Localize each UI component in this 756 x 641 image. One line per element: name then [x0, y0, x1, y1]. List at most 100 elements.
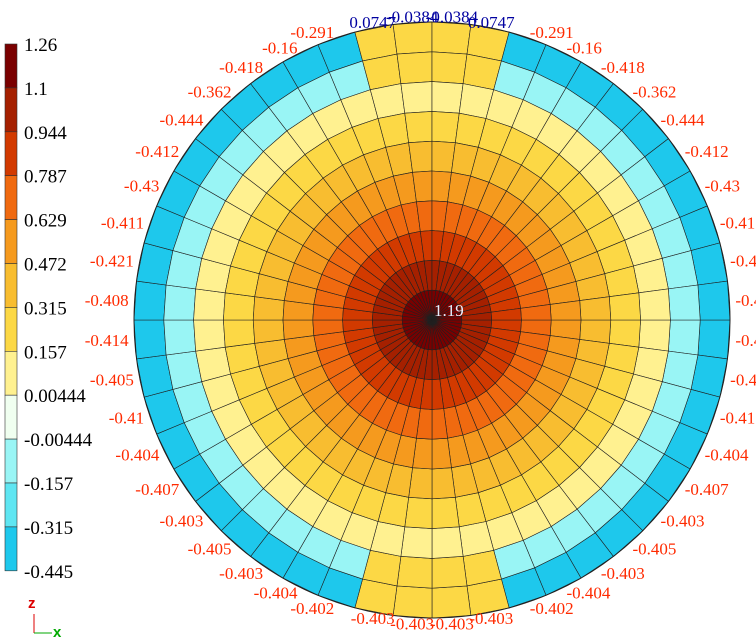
boundary-value-label: -0.407 [135, 480, 179, 499]
legend-swatch [4, 350, 18, 396]
boundary-value-label: -0.405 [188, 540, 232, 559]
center-value-label: 1.19 [434, 301, 464, 320]
mesh-element [193, 288, 226, 321]
mesh-element [252, 319, 285, 344]
boundary-value-label: -0.408 [735, 291, 756, 310]
boundary-value-label: -0.411 [720, 213, 756, 232]
mesh-element [697, 319, 731, 360]
mesh-element [579, 296, 612, 321]
boundary-value-label: -0.414 [735, 331, 756, 350]
boundary-value-label: -0.412 [135, 142, 179, 161]
legend-label: 0.157 [24, 342, 67, 363]
boundary-value-label: -0.403 [430, 614, 474, 633]
legend-swatch [4, 482, 18, 528]
mesh-element [697, 280, 731, 321]
legend-label: 1.26 [24, 35, 57, 56]
boundary-value-label: -0.402 [530, 599, 574, 618]
mesh-element [408, 140, 433, 173]
boundary-value-label: -0.16 [262, 38, 297, 57]
mesh-element [404, 496, 433, 529]
mesh-element [400, 81, 433, 114]
boundary-value-label: -0.403 [661, 511, 705, 530]
boundary-value-label: -0.291 [530, 23, 574, 42]
mesh-element [638, 288, 671, 321]
legend-swatch [4, 526, 18, 572]
boundary-value-label: -0.0384 [426, 8, 479, 27]
legend-label: 0.00444 [24, 386, 86, 407]
boundary-value-label: -0.362 [632, 82, 676, 101]
boundary-value-label: -0.403 [351, 609, 395, 628]
contour-disk [133, 21, 731, 619]
boundary-value-label: -0.405 [730, 370, 756, 389]
boundary-value-label: -0.404 [566, 584, 610, 603]
mesh-element [223, 292, 256, 321]
mesh-element [396, 556, 433, 589]
boundary-value-label: -0.444 [160, 111, 204, 130]
mesh-element [431, 496, 460, 529]
boundary-value-label: -0.408 [85, 291, 129, 310]
mesh-element [163, 319, 196, 356]
legend-label: 0.944 [24, 123, 67, 144]
x-axis-label: x [53, 624, 62, 641]
boundary-value-label: -0.403 [160, 511, 204, 530]
mesh-element [431, 467, 456, 500]
boundary-value-label: -0.444 [661, 111, 705, 130]
legend-swatch [4, 438, 18, 484]
boundary-value-label: 0.0747 [349, 13, 396, 32]
mesh-element [163, 284, 196, 321]
legend-label: 0.629 [24, 211, 67, 232]
boundary-value-label: -0.418 [601, 58, 645, 77]
boundary-value-label: -0.403 [390, 614, 434, 633]
boundary-value-label: -0.43 [124, 177, 159, 196]
mesh-element [431, 21, 472, 55]
mesh-element [431, 81, 464, 114]
mesh-element [431, 315, 463, 321]
boundary-value-label: -0.411 [101, 213, 144, 232]
boundary-value-label: -0.404 [705, 445, 749, 464]
mesh-element [638, 319, 671, 352]
mesh-element [608, 319, 641, 348]
mesh-element [668, 319, 701, 356]
mesh-element [431, 585, 472, 619]
boundary-value-label: -0.405 [90, 370, 134, 389]
legend-swatch [4, 394, 18, 440]
z-axis-label: z [28, 595, 36, 612]
mesh-element [392, 21, 433, 55]
mesh-element [223, 319, 256, 348]
boundary-value-label: -0.403 [469, 609, 513, 628]
mesh-element [404, 111, 433, 144]
boundary-value-label: -0.421 [730, 252, 756, 271]
boundary-value-label: -0.421 [90, 252, 134, 271]
mesh-element [400, 526, 433, 559]
mesh-element [133, 319, 167, 360]
legend-swatch [4, 87, 18, 133]
legend-label: -0.157 [24, 474, 73, 495]
boundary-value-label: -0.41 [720, 409, 755, 428]
legend-swatch [4, 307, 18, 352]
disk-boundary [133, 21, 731, 619]
legend-swatch [4, 131, 18, 177]
boundary-value-label: -0.403 [219, 564, 263, 583]
mesh-element [608, 292, 641, 321]
legend-label: -0.315 [24, 518, 73, 539]
boundary-value-label: -0.403 [601, 564, 645, 583]
mesh-element [193, 319, 226, 352]
legend-label: -0.445 [24, 562, 73, 583]
legend-swatch [4, 175, 18, 220]
boundary-value-label: -0.412 [685, 142, 729, 161]
legend-label: 0.315 [24, 298, 67, 319]
boundary-value-label: -0.16 [566, 38, 601, 57]
boundary-value-label: -0.414 [85, 331, 129, 350]
boundary-value-label: -0.362 [188, 82, 232, 101]
boundary-value-label: -0.418 [219, 58, 263, 77]
axis-triad: z x [28, 595, 62, 641]
legend-label: 0.472 [24, 255, 67, 276]
mesh-element [431, 51, 468, 84]
legend-swatch [4, 219, 18, 264]
mesh-element [668, 284, 701, 321]
mesh-element [431, 526, 464, 559]
boundary-value-label: 0.0747 [468, 13, 515, 32]
boundary-value-label: -0.404 [254, 584, 298, 603]
mesh-element [392, 585, 433, 619]
